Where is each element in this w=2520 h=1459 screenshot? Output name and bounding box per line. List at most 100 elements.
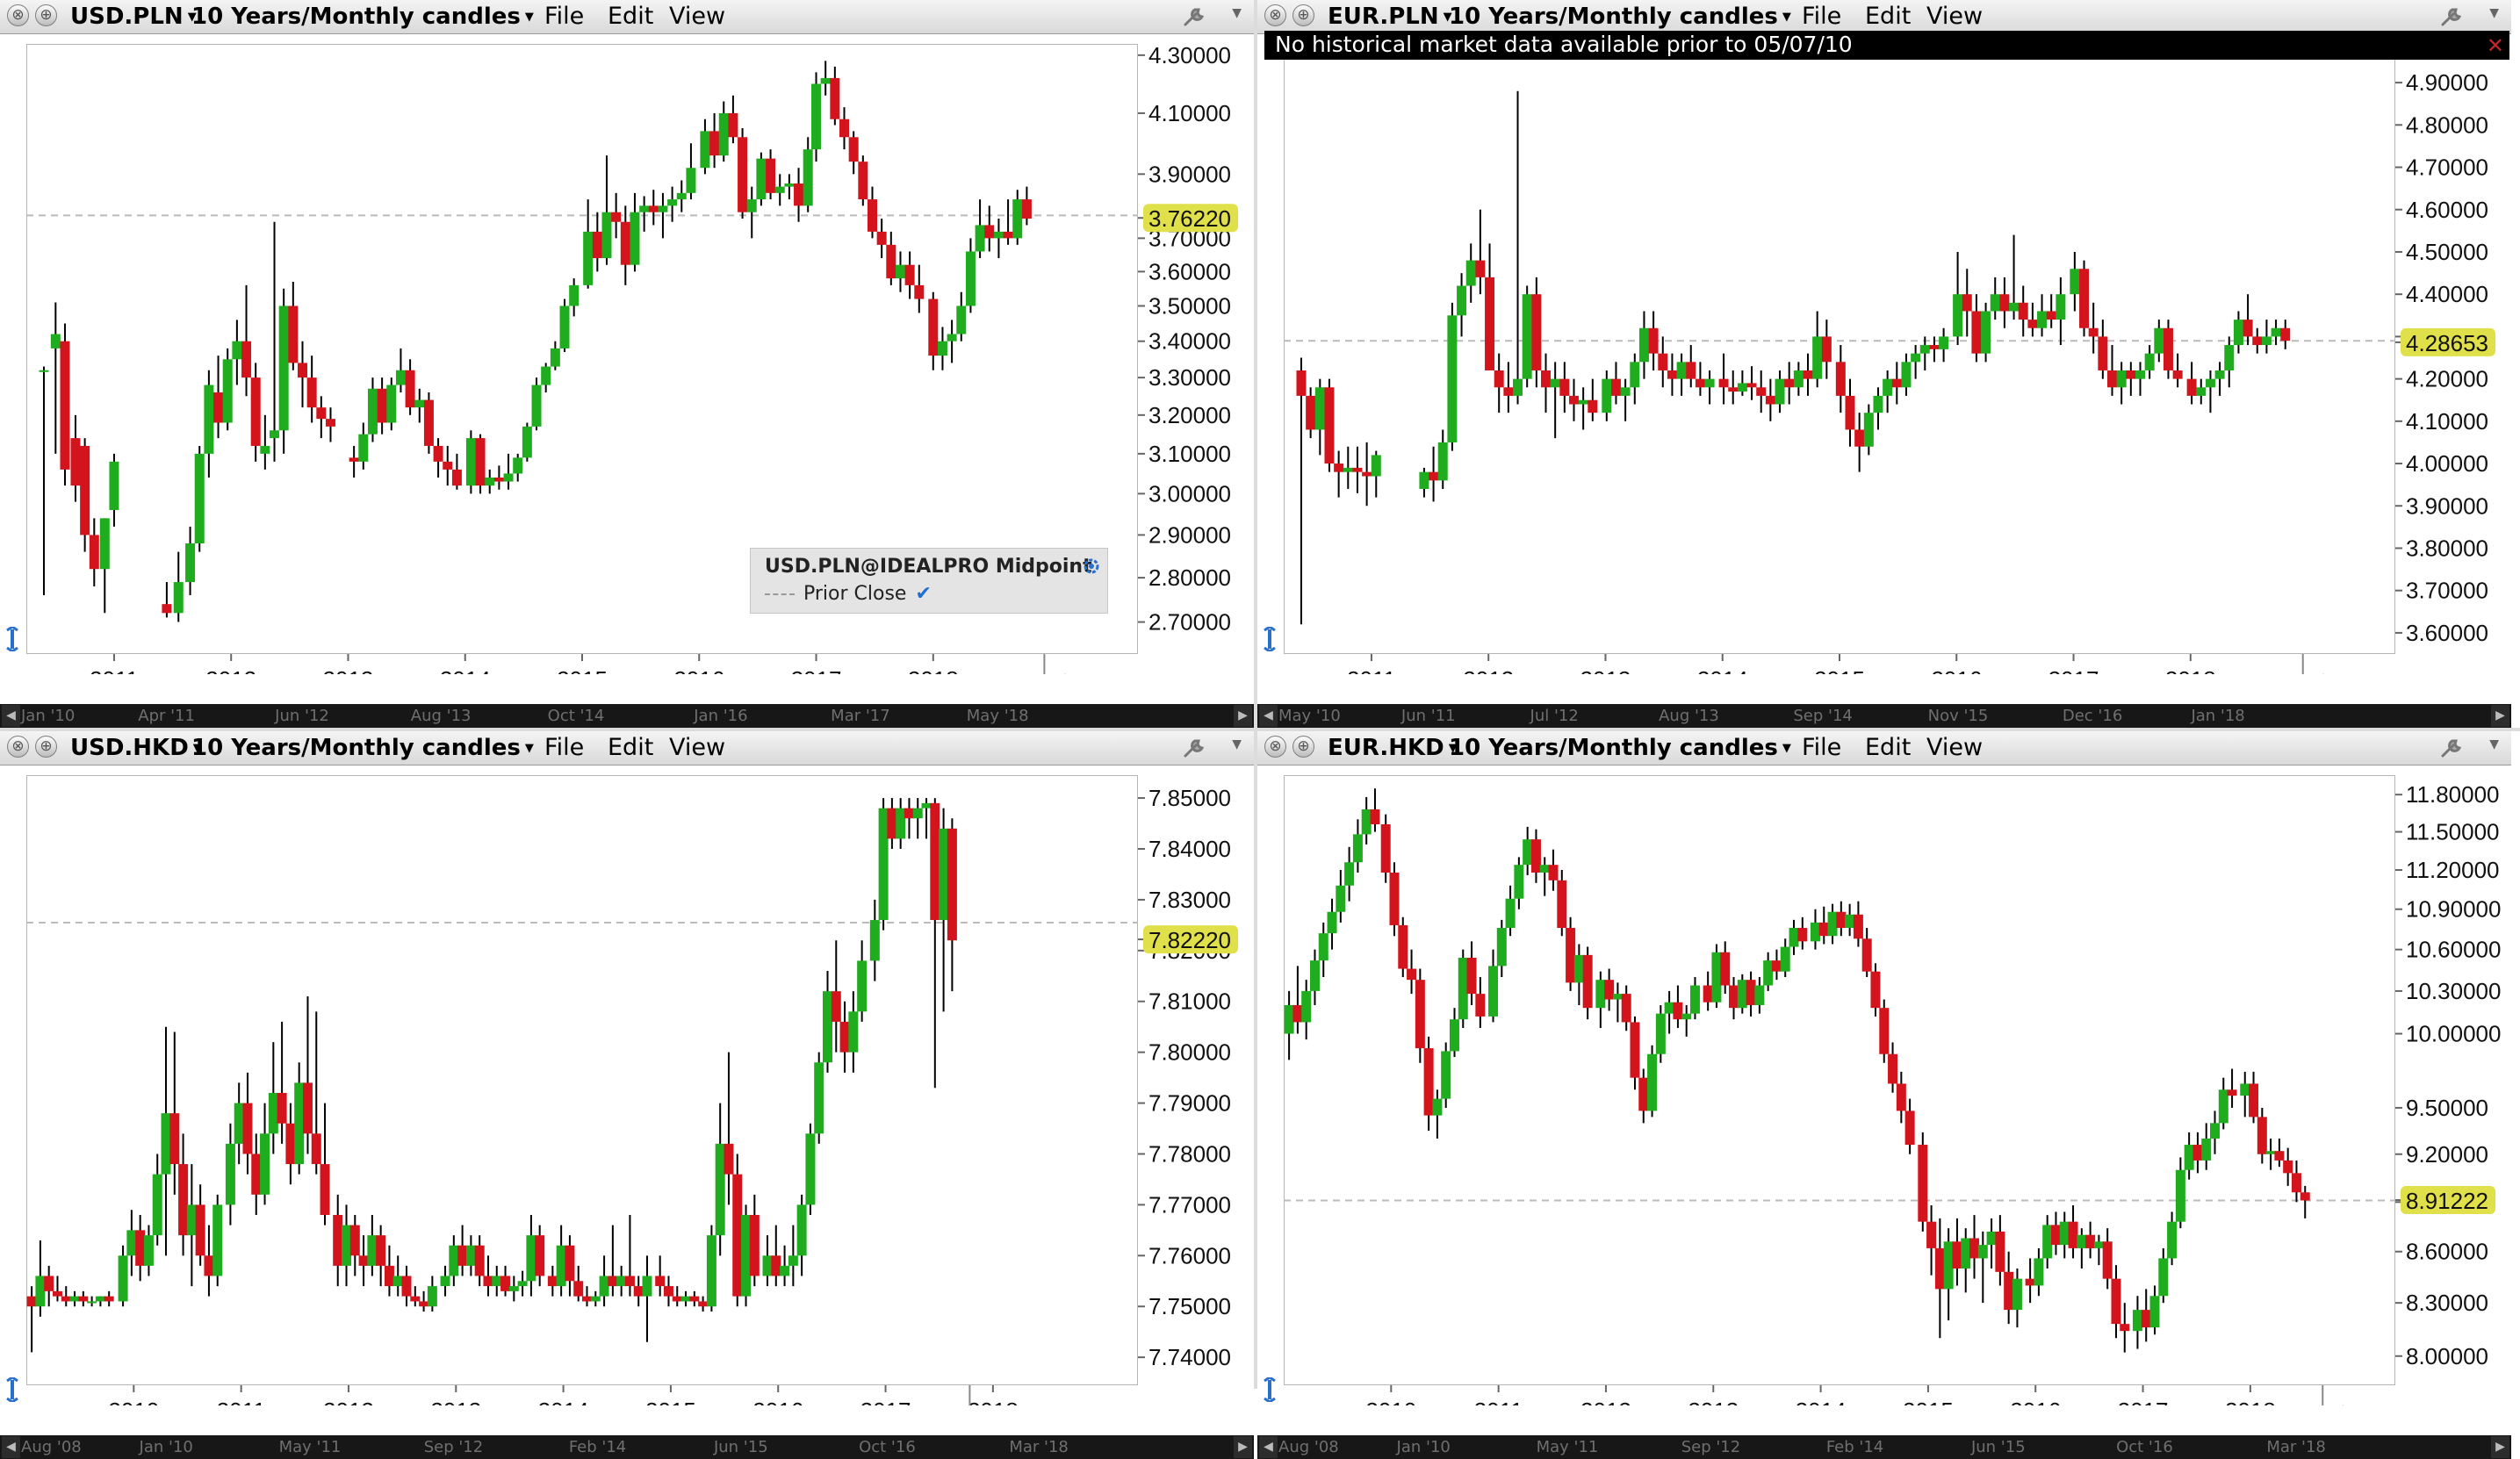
candle[interactable]: [1746, 971, 1756, 1017]
candle[interactable]: [803, 137, 813, 212]
candle[interactable]: [1655, 1004, 1666, 1063]
candle[interactable]: [1904, 1098, 1915, 1154]
candle[interactable]: [1754, 976, 1765, 1014]
scroll-end-icon[interactable]: ◀: [978, 1401, 990, 1405]
candle[interactable]: [1939, 327, 1949, 363]
candle[interactable]: [212, 1194, 223, 1287]
candle[interactable]: [1943, 1228, 1954, 1321]
candle[interactable]: [1352, 446, 1363, 493]
notice-close-icon[interactable]: ✕: [2486, 33, 2504, 58]
link-icon[interactable]: ⊕: [1292, 4, 1314, 26]
candle[interactable]: [896, 798, 906, 849]
candle[interactable]: [358, 1235, 369, 1287]
candle[interactable]: [1638, 311, 1649, 379]
candle[interactable]: [1361, 796, 1372, 844]
candle[interactable]: [876, 219, 887, 259]
pane-menu-chevron-icon[interactable]: ▼: [1232, 6, 1242, 20]
candle[interactable]: [302, 995, 313, 1154]
candle[interactable]: [26, 1286, 37, 1353]
candle[interactable]: [738, 127, 748, 219]
candle[interactable]: [921, 798, 932, 839]
candle[interactable]: [1494, 353, 1504, 413]
candle[interactable]: [349, 445, 359, 478]
candle[interactable]: [573, 1265, 584, 1302]
candle[interactable]: [1466, 941, 1477, 1005]
candle[interactable]: [44, 1265, 54, 1307]
candle[interactable]: [419, 1290, 429, 1312]
candle[interactable]: [2093, 1234, 2104, 1266]
candle[interactable]: [1810, 909, 1820, 950]
candle[interactable]: [2126, 362, 2136, 396]
candle[interactable]: [1835, 345, 1846, 413]
symbol-dropdown[interactable]: EUR.HKD ▼: [1328, 734, 1458, 763]
candle[interactable]: [316, 396, 327, 439]
candle[interactable]: [118, 1245, 128, 1307]
candle[interactable]: [616, 1265, 627, 1297]
candle[interactable]: [930, 798, 940, 1089]
candle[interactable]: [1621, 985, 1631, 1031]
candle[interactable]: [686, 143, 696, 200]
candle[interactable]: [1003, 199, 1013, 245]
candle[interactable]: [1296, 357, 1307, 625]
nav-left-arrow-icon[interactable]: ◀: [1259, 1436, 1278, 1458]
candle[interactable]: [152, 1154, 162, 1246]
nav-right-arrow-icon[interactable]: ▶: [1234, 1436, 1252, 1458]
candle[interactable]: [126, 1210, 137, 1276]
candle[interactable]: [732, 1154, 743, 1307]
scroll-end-icon[interactable]: ◀: [2331, 1401, 2344, 1405]
candle[interactable]: [887, 798, 897, 849]
candle[interactable]: [1531, 277, 1542, 388]
candle[interactable]: [858, 155, 868, 206]
gear-icon[interactable]: [1083, 557, 1100, 575]
time-navigator[interactable]: ◀ Jan '10 Apr '11 Jun '12 Aug '13 Oct '14 Jan…: [0, 704, 1254, 728]
candle[interactable]: [547, 1265, 558, 1297]
candle[interactable]: [2265, 1138, 2276, 1170]
candle[interactable]: [794, 168, 804, 222]
candle[interactable]: [904, 798, 914, 839]
candle[interactable]: [204, 370, 214, 478]
candle[interactable]: [2172, 353, 2183, 388]
candle[interactable]: [1548, 849, 1559, 891]
candle[interactable]: [535, 1225, 545, 1287]
candle[interactable]: [1505, 885, 1516, 937]
candle[interactable]: [405, 359, 415, 415]
candle[interactable]: [956, 291, 967, 341]
candle[interactable]: [1775, 370, 1785, 413]
candle[interactable]: [1729, 976, 1739, 1020]
candle[interactable]: [1522, 285, 1532, 388]
candle[interactable]: [1334, 450, 1344, 498]
candle[interactable]: [161, 1026, 171, 1256]
candle[interactable]: [667, 186, 678, 222]
pane-menu-chevron-icon[interactable]: ▼: [2489, 6, 2499, 20]
candle[interactable]: [61, 1286, 71, 1307]
candle[interactable]: [1419, 467, 1429, 498]
candle[interactable]: [655, 1255, 666, 1297]
nav-right-arrow-icon[interactable]: ▶: [2491, 1436, 2509, 1458]
candle[interactable]: [225, 1123, 235, 1225]
time-navigator[interactable]: ◀ Aug '08 Jan '10 May '11 Sep '12 Feb '14 Jun…: [1257, 1435, 2511, 1459]
candle[interactable]: [1432, 1089, 1443, 1139]
candle[interactable]: [749, 1194, 760, 1287]
candle[interactable]: [1981, 302, 1991, 363]
resize-handle-icon[interactable]: [4, 1377, 21, 1402]
candle[interactable]: [771, 1225, 781, 1287]
candle[interactable]: [642, 1255, 652, 1342]
candle[interactable]: [242, 1072, 253, 1175]
wrench-icon[interactable]: [1182, 737, 1208, 759]
time-navigator[interactable]: ◀ May '10 Jun '11 Jul '12 Aug '13 Sep '14 Nov…: [1257, 704, 2511, 728]
candle[interactable]: [1664, 990, 1674, 1034]
pane-menu-chevron-icon[interactable]: ▼: [1232, 737, 1242, 751]
candle[interactable]: [311, 1011, 321, 1175]
candle[interactable]: [2196, 378, 2207, 405]
wrench-icon[interactable]: [1182, 5, 1208, 28]
candle[interactable]: [95, 1296, 105, 1307]
candle[interactable]: [440, 1265, 450, 1297]
candle[interactable]: [1318, 922, 1328, 977]
candle[interactable]: [423, 392, 434, 454]
candle[interactable]: [582, 1286, 593, 1307]
candle[interactable]: [672, 1286, 682, 1307]
symbol-dropdown[interactable]: USD.PLN ▼: [70, 3, 197, 32]
candle[interactable]: [2107, 345, 2118, 396]
candle[interactable]: [298, 341, 308, 408]
period-dropdown[interactable]: 10 Years/Monthly candles ▼: [191, 734, 534, 763]
